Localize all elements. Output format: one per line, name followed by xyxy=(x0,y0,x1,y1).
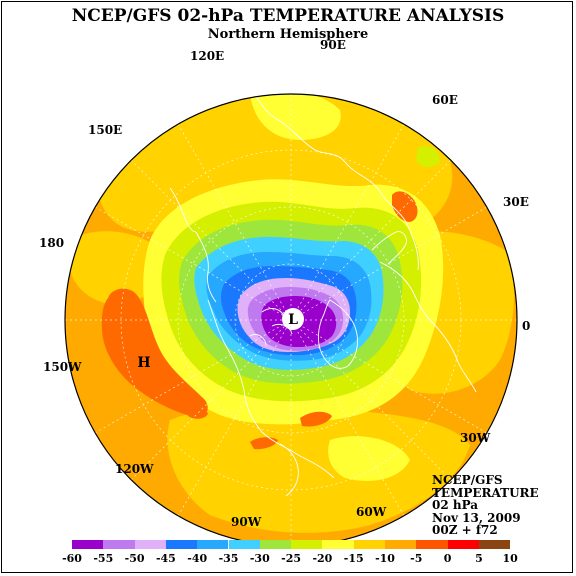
lime-patch-east xyxy=(416,145,440,168)
lon-label-90e: 90E xyxy=(320,38,346,52)
legend-label: -55 xyxy=(93,552,114,565)
low-marker: L xyxy=(288,312,298,328)
coastlines xyxy=(169,94,477,497)
lon-label-0: 0 xyxy=(522,319,531,333)
coast-greenland xyxy=(317,299,359,369)
legend-swatch xyxy=(165,540,198,549)
lon-label-60w: 60W xyxy=(356,505,387,519)
lon-label-90w: 90W xyxy=(231,515,262,529)
light-band-west xyxy=(70,231,163,305)
low-marker-circle xyxy=(282,308,304,330)
legend-label: -35 xyxy=(218,552,239,565)
legend-label: 5 xyxy=(475,552,483,565)
legend-label: -40 xyxy=(187,552,208,565)
legend-label: -15 xyxy=(343,552,364,565)
warm-patch-south xyxy=(250,437,278,450)
legend-label: -30 xyxy=(249,552,270,565)
info-level: 02 hPa xyxy=(432,498,479,512)
legend-label: -10 xyxy=(375,552,395,565)
temperature-field xyxy=(65,94,517,546)
legend-label: 0 xyxy=(443,552,452,565)
info-model: NCEP/GFS xyxy=(432,473,503,487)
info-cycle: 00Z + f72 xyxy=(432,523,498,537)
legend-swatch xyxy=(228,540,260,549)
lon-label-60e: 60E xyxy=(432,93,458,107)
yellow-patch-north xyxy=(250,94,341,140)
legend-swatch xyxy=(103,540,135,549)
lon-label-150w: 150W xyxy=(43,360,82,374)
lon-label-150e: 150E xyxy=(88,123,123,137)
coast-scandinavia xyxy=(371,231,407,265)
warm-patch-southeast xyxy=(300,411,332,427)
lon-label-180: 180 xyxy=(39,236,65,250)
lon-label-120e: 120E xyxy=(190,49,225,63)
coast-north-america xyxy=(207,299,335,479)
lon-label-120w: 120W xyxy=(115,462,154,476)
legend-swatch xyxy=(447,540,479,549)
coast-europe xyxy=(379,261,477,393)
light-band-south xyxy=(167,405,471,533)
info-block: NCEP/GFS TEMPERATURE 02 hPa Nov 13, 2009… xyxy=(432,474,539,537)
coast-alaska xyxy=(195,231,217,303)
legend-label: -60 xyxy=(62,552,82,565)
lon-label-30w: 30W xyxy=(460,431,491,445)
legend-swatch xyxy=(416,540,448,549)
legend-swatch xyxy=(259,540,292,549)
legend-label: 10 xyxy=(502,552,518,565)
legend-label: -5 xyxy=(410,552,423,565)
legend-swatch xyxy=(291,540,323,549)
legend-label: -50 xyxy=(124,552,145,565)
coast-kamchatka xyxy=(169,187,197,233)
high-marker: H xyxy=(137,355,150,371)
yellow-patch-south xyxy=(328,436,410,481)
legend-swatch xyxy=(134,540,166,549)
map-title: NCEP/GFS 02-hPa TEMPERATURE ANALYSIS xyxy=(71,6,505,26)
legend-swatch xyxy=(72,540,104,549)
warm-patch-west xyxy=(101,288,208,417)
coast-gulf xyxy=(279,443,299,497)
legend-label: -20 xyxy=(312,552,333,565)
legend-label: -45 xyxy=(155,552,176,565)
info-variable: TEMPERATURE xyxy=(432,485,539,500)
info-date: Nov 13, 2009 xyxy=(432,510,521,525)
legend-swatch xyxy=(385,540,417,549)
legend-label: -25 xyxy=(281,552,302,565)
legend-swatch xyxy=(322,540,354,549)
map-subtitle: Northern Hemisphere xyxy=(207,27,369,42)
legend-swatch xyxy=(353,540,385,549)
legend-swatch xyxy=(478,540,511,549)
legend-swatch xyxy=(197,540,229,549)
coast-asia xyxy=(244,94,419,271)
lon-label-30e: 30E xyxy=(503,195,529,209)
